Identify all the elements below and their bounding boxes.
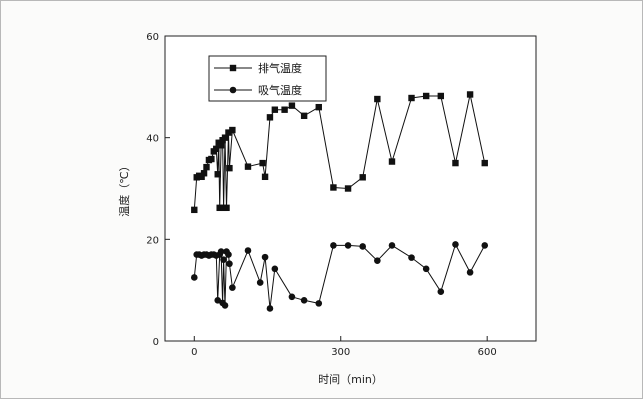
data-point [259, 159, 266, 167]
data-point [344, 242, 352, 249]
data-point [216, 204, 223, 212]
data-point [221, 302, 229, 309]
data-point [315, 103, 322, 111]
data-point [244, 163, 252, 170]
data-point [220, 256, 227, 263]
data-point [388, 242, 396, 249]
data-point [330, 184, 337, 191]
x-tick-label: 300 [331, 347, 350, 358]
data-point [408, 94, 415, 102]
data-point [481, 242, 489, 249]
data-point [388, 158, 396, 165]
y-axis-title: 温度（℃） [117, 160, 131, 216]
data-point [481, 159, 488, 167]
data-point [217, 142, 225, 149]
data-point [330, 242, 337, 249]
y-tick-label: 40 [146, 134, 159, 145]
data-point [271, 106, 279, 113]
data-point [213, 145, 220, 153]
data-point [226, 164, 233, 172]
legend-marker [229, 86, 237, 94]
data-point [422, 265, 430, 273]
data-point [244, 247, 252, 254]
data-point [203, 163, 210, 171]
data-point [374, 95, 381, 103]
data-point [198, 173, 205, 181]
data-point [300, 112, 308, 120]
data-point [422, 92, 430, 100]
data-point [229, 284, 236, 291]
legend-box [208, 55, 327, 102]
data-point [437, 288, 445, 295]
data-point [226, 260, 233, 268]
data-point [437, 92, 445, 100]
data-point [281, 106, 288, 113]
data-point [190, 274, 198, 281]
data-point [288, 293, 296, 301]
data-point [208, 155, 215, 163]
data-point [225, 129, 232, 136]
x-tick-label: 0 [191, 347, 197, 358]
data-point [300, 297, 308, 304]
data-point [408, 254, 415, 261]
legend-label: 排气温度 [258, 61, 302, 75]
data-point [466, 91, 474, 98]
y-tick-label: 20 [146, 235, 159, 246]
data-point [261, 173, 269, 181]
data-point [271, 265, 279, 273]
data-point [223, 204, 230, 212]
x-axis-title: 时间（min） [318, 373, 383, 386]
data-point [374, 257, 381, 264]
data-point [452, 159, 459, 167]
data-point [214, 171, 221, 178]
data-point [214, 297, 222, 304]
data-point [466, 269, 474, 276]
data-point [288, 102, 296, 109]
data-point [266, 114, 274, 121]
data-point [266, 305, 274, 312]
data-point [229, 126, 236, 134]
data-point [200, 170, 208, 177]
data-point [225, 251, 232, 258]
data-point [256, 279, 264, 286]
y-tick-label: 60 [146, 32, 159, 43]
data-point [221, 134, 229, 141]
legend-marker [229, 64, 237, 72]
y-tick-label: 0 [153, 337, 159, 348]
data-point [359, 243, 367, 250]
series-2 [190, 241, 489, 312]
x-tick-label: 600 [478, 347, 497, 358]
data-point [359, 174, 366, 181]
legend-label: 吸气温度 [258, 83, 302, 97]
data-point [217, 248, 225, 255]
data-point [315, 300, 323, 307]
data-point [452, 241, 459, 248]
series-1 [191, 91, 488, 214]
data-point [261, 253, 269, 261]
data-point [344, 185, 352, 192]
data-point [191, 206, 198, 214]
